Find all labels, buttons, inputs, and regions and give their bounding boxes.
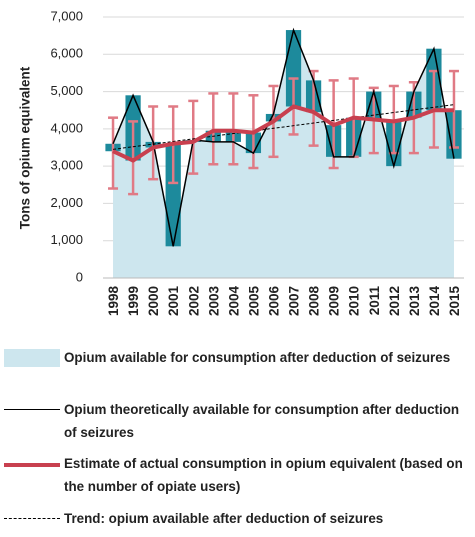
legend-swatch xyxy=(4,349,60,367)
y-tick-label: 3,000 xyxy=(50,158,83,173)
legend-swatch xyxy=(4,463,60,467)
x-tick-label: 2005 xyxy=(246,286,261,317)
error-bar xyxy=(128,120,139,196)
estimate-line xyxy=(112,104,454,163)
y-tick-label: 2,000 xyxy=(50,195,83,210)
legend-swatch xyxy=(4,409,60,410)
y-tick-label: 7,000 xyxy=(50,8,83,23)
x-tick-label: 2009 xyxy=(327,286,342,316)
y-tick-label: 6,000 xyxy=(50,46,83,61)
x-tick-label: 1998 xyxy=(106,286,121,317)
x-tick-label: 2006 xyxy=(266,286,281,317)
x-tick-label: 2012 xyxy=(387,286,402,316)
y-tick-label: 1,000 xyxy=(50,232,83,247)
x-tick-label: 2004 xyxy=(226,286,241,317)
legend-label: Estimate of actual consumption in opium … xyxy=(64,456,463,494)
theoretical-line xyxy=(112,27,455,247)
chart: Tons of opium equivalent 0 1,000 2,000 3,00… xyxy=(18,8,464,317)
x-tick-label: 2003 xyxy=(206,286,221,317)
y-tick-label: 5,000 xyxy=(50,83,83,98)
x-tick-label: 2007 xyxy=(287,286,302,316)
trend-line xyxy=(112,104,455,150)
area xyxy=(113,30,454,278)
difference-bar xyxy=(165,143,181,247)
y-tick-label: 4,000 xyxy=(50,120,83,135)
x-tick-label: 2000 xyxy=(146,286,161,316)
legend-label: Opium available for consumption after de… xyxy=(64,350,451,365)
x-tick-label: 1999 xyxy=(126,286,141,316)
x-tick-label: 2001 xyxy=(166,286,181,317)
x-tick-label: 2014 xyxy=(427,286,442,317)
x-tick-label: 2015 xyxy=(447,286,462,317)
x-tick-label: 2013 xyxy=(407,286,422,317)
y-axis-title: Tons of opium equivalent xyxy=(18,66,33,229)
x-tick-label: 2002 xyxy=(186,286,201,316)
y-tick-label: 0 xyxy=(76,269,83,284)
legend-label: Opium theoretically available for consum… xyxy=(64,402,460,440)
x-tick-label: 2010 xyxy=(347,286,362,316)
x-tick-label: 2008 xyxy=(307,286,322,317)
legend-swatch xyxy=(4,518,60,519)
legend-label: Trend: opium available after deduction o… xyxy=(64,511,384,526)
error-bar xyxy=(188,99,199,175)
x-tick-label: 2011 xyxy=(367,286,382,316)
